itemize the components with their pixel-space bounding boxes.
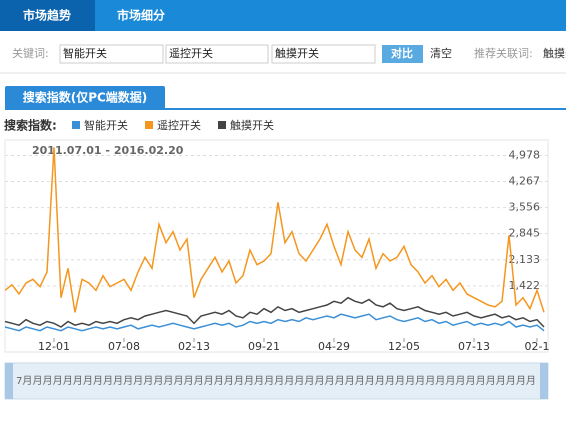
y-tick-label: 2,133 <box>509 253 541 266</box>
related-word[interactable]: 触摸开 <box>543 46 566 60</box>
section-tab-text[interactable]: 搜索指数(仅PC端数据) <box>23 90 148 105</box>
scroller[interactable] <box>4 362 549 400</box>
date-range: 2011.07.01 - 2016.02.20 <box>32 144 184 157</box>
x-tick-label: 02-13 <box>178 340 210 353</box>
x-tick-label: 12-05 <box>388 340 420 353</box>
input-text[interactable]: 遥控开关 <box>169 46 213 60</box>
x-tick-label: 09-21 <box>248 340 280 353</box>
tab[interactable]: 市场趋势 <box>23 8 71 23</box>
y-tick-label: 4,978 <box>509 148 541 161</box>
scroller-handle[interactable] <box>540 363 548 399</box>
x-tick-label: 02-1 <box>525 340 550 353</box>
legend-entry: 触摸开关 <box>230 118 274 132</box>
clear-link[interactable]: 清空 <box>430 46 452 60</box>
related-label: 推荐关联词: <box>474 46 533 60</box>
scroller-handle[interactable] <box>5 363 13 399</box>
active-tab[interactable] <box>0 0 95 31</box>
legend-swatch <box>72 121 80 129</box>
input[interactable] <box>59 44 164 64</box>
legend-entry: 遥控开关 <box>157 118 201 132</box>
scroller-labels: 7月月月月月月月月月月月月月月月月月月月月月月月月月月月月月月月月月月月月月月月… <box>16 375 536 387</box>
y-tick-label: 3,556 <box>509 201 541 214</box>
input[interactable] <box>165 44 269 64</box>
y-tick-label: 2,845 <box>509 227 541 240</box>
plot-frame <box>4 139 549 353</box>
keyword-label: 关键词: <box>12 46 49 60</box>
series-line <box>4 296 545 328</box>
legend-swatch <box>218 121 226 129</box>
y-tick-label: 1,422 <box>509 279 541 292</box>
tab[interactable]: 市场细分 <box>117 8 165 23</box>
input[interactable] <box>271 44 376 64</box>
section-tab[interactable] <box>5 86 165 109</box>
legend-label: 搜索指数: <box>4 118 57 133</box>
series-line <box>4 313 545 332</box>
x-tick-label: 07-08 <box>108 340 140 353</box>
series-line <box>4 147 545 313</box>
x-tick-label: 07-13 <box>458 340 490 353</box>
compare-button[interactable] <box>382 45 423 63</box>
y-tick-label: 4,267 <box>509 175 541 188</box>
compare-text[interactable]: 对比 <box>391 46 413 60</box>
legend-swatch <box>145 121 153 129</box>
x-tick-label: 12-01 <box>38 340 70 353</box>
x-tick-label: 04-29 <box>318 340 350 353</box>
legend-entry: 智能开关 <box>84 118 128 132</box>
input-text[interactable]: 智能开关 <box>63 46 107 60</box>
input-text[interactable]: 触摸开关 <box>275 46 319 60</box>
